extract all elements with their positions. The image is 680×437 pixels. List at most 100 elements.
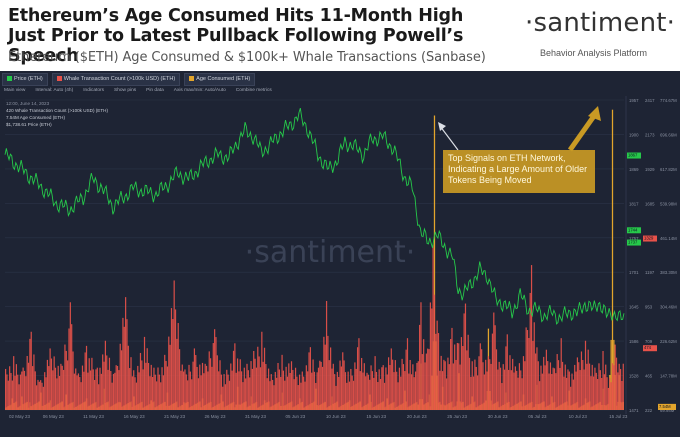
whale-bar bbox=[209, 358, 212, 410]
whale-bar bbox=[397, 382, 399, 410]
legend-chip-price[interactable]: Price (ETH) bbox=[2, 73, 48, 86]
whale-bar bbox=[57, 365, 59, 410]
whale-bar bbox=[464, 303, 467, 410]
whale-bar bbox=[156, 381, 158, 410]
whale-bar bbox=[317, 367, 320, 410]
whale-bar bbox=[223, 374, 225, 410]
whale-bar bbox=[122, 317, 124, 410]
whale-bar bbox=[598, 363, 600, 410]
whale-bar bbox=[440, 355, 442, 410]
whale-bar bbox=[160, 382, 162, 410]
whale-bar bbox=[309, 347, 311, 410]
whale-bar bbox=[150, 364, 152, 410]
whale-bar bbox=[405, 349, 407, 410]
whale-bar bbox=[255, 367, 258, 410]
toolbar-indicators[interactable]: Indicators bbox=[83, 88, 104, 93]
whale-bar bbox=[40, 380, 42, 410]
whale-bar bbox=[143, 336, 146, 410]
whale-bar bbox=[294, 367, 297, 410]
whale-bar bbox=[228, 380, 231, 410]
whale-bar bbox=[26, 355, 28, 410]
toolbar-show-pins[interactable]: Show pins bbox=[114, 88, 137, 93]
whale-bar bbox=[595, 372, 597, 410]
whale-bar bbox=[343, 360, 345, 410]
whale-bar bbox=[361, 357, 363, 410]
whale-bar bbox=[497, 369, 499, 410]
whale-axis-tick: 1929 bbox=[645, 167, 655, 172]
whale-bar bbox=[145, 362, 147, 410]
whale-bar bbox=[88, 358, 90, 410]
whale-bar bbox=[133, 370, 135, 410]
whale-bar bbox=[472, 376, 475, 410]
x-tick-label: 05 Jul 23 bbox=[528, 414, 547, 419]
whale-bar bbox=[417, 361, 419, 410]
x-tick-label: 21 May 23 bbox=[164, 414, 186, 419]
price-axis-tick: 1701 bbox=[629, 270, 639, 275]
whale-bar bbox=[56, 378, 58, 410]
whale-bar bbox=[29, 338, 31, 410]
whale-bar bbox=[312, 359, 314, 410]
whale-bar bbox=[396, 371, 398, 410]
whale-bar bbox=[21, 371, 23, 410]
whale-bar bbox=[308, 352, 310, 410]
whale-bar bbox=[141, 360, 143, 410]
legend-chip-age[interactable]: Age Consumed (ETH) bbox=[184, 73, 256, 86]
toolbar-pin-data[interactable]: Pin data bbox=[146, 88, 164, 93]
legend-chip-whale[interactable]: Whale Transaction Count (>100k USD) (ETH… bbox=[51, 73, 181, 86]
whale-bar bbox=[41, 382, 43, 410]
whale-bar bbox=[211, 366, 213, 410]
whale-bar bbox=[203, 373, 205, 410]
legend: Price (ETH) Whale Transaction Count (>10… bbox=[2, 73, 256, 86]
whale-bar bbox=[147, 362, 150, 410]
toolbar-axis-max-min[interactable]: Axis max/min: Auto/Auto bbox=[173, 88, 226, 93]
toolbar-interval[interactable]: Interval: Auto (4h) bbox=[35, 88, 74, 93]
whale-bar bbox=[359, 371, 361, 410]
whale-bar bbox=[110, 371, 112, 410]
whale-bar bbox=[52, 370, 54, 410]
price-axis-tick: 1586 bbox=[629, 339, 639, 344]
whale-bar bbox=[406, 338, 409, 410]
whale-bar bbox=[389, 365, 391, 410]
whale-bar bbox=[157, 367, 159, 410]
whale-bar bbox=[421, 354, 423, 410]
whale-bar bbox=[530, 265, 533, 410]
whale-bar bbox=[125, 297, 127, 410]
whale-bar bbox=[495, 349, 498, 410]
toolbar-main-view[interactable]: Main view bbox=[4, 88, 26, 93]
whale-bar bbox=[61, 365, 63, 410]
whale-bar bbox=[425, 353, 427, 410]
whale-bar bbox=[545, 349, 547, 410]
whale-bar bbox=[7, 380, 9, 410]
toolbar-combine-metrics[interactable]: Combine metrics bbox=[235, 88, 272, 93]
whale-bar bbox=[410, 374, 413, 410]
whale-bar bbox=[19, 374, 22, 410]
whale-bar bbox=[536, 347, 538, 410]
x-tick-label: 06 May 23 bbox=[43, 414, 65, 419]
whale-bar bbox=[191, 379, 193, 410]
whale-bar bbox=[334, 374, 336, 410]
whale-bar bbox=[131, 376, 133, 410]
whale-bar bbox=[621, 380, 623, 410]
whale-bar bbox=[607, 387, 610, 410]
whale-bar bbox=[330, 347, 332, 410]
whale-bar bbox=[285, 366, 287, 410]
whale-bar bbox=[402, 364, 405, 410]
whale-bar bbox=[420, 302, 422, 410]
whale-bar bbox=[404, 371, 406, 410]
legend-label: Whale Transaction Count (>100k USD) (ETH… bbox=[63, 76, 176, 82]
whale-bar bbox=[603, 374, 605, 410]
whale-bar bbox=[370, 365, 372, 410]
whale-bar bbox=[104, 340, 107, 410]
whale-bar bbox=[534, 353, 537, 410]
whale-bar bbox=[189, 371, 191, 410]
whale-bar bbox=[196, 366, 198, 410]
whale-bar bbox=[303, 376, 305, 410]
whale-bar bbox=[435, 333, 437, 410]
whale-bar bbox=[524, 361, 526, 410]
whale-bar bbox=[80, 382, 82, 410]
whale-bar bbox=[313, 371, 316, 410]
whale-bar bbox=[509, 355, 511, 410]
whale-bar bbox=[439, 370, 441, 410]
whale-bar bbox=[594, 367, 596, 410]
whale-bar bbox=[251, 368, 254, 410]
